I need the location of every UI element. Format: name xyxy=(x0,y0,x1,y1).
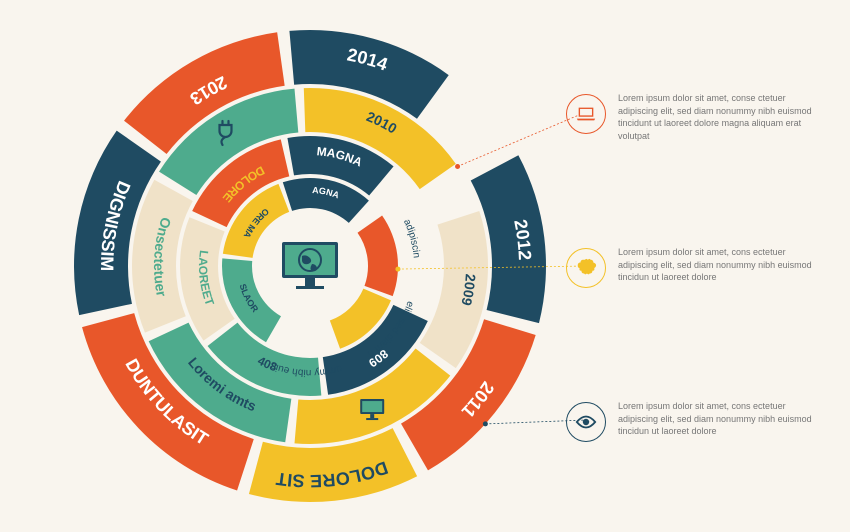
curved-text: adipiscin xyxy=(401,218,422,259)
brain-icon xyxy=(566,248,606,288)
legend-text: Lorem ipsum dolor sit amet, cons ectetue… xyxy=(618,246,818,284)
eye-icon xyxy=(566,402,606,442)
legend-item: Lorem ipsum dolor sit amet, cons ectetue… xyxy=(618,400,818,438)
legend-text: Lorem ipsum dolor sit amet, cons ectetue… xyxy=(618,400,818,438)
legend-item: Lorem ipsum dolor sit amet, cons ectetue… xyxy=(618,246,818,284)
segment xyxy=(358,216,398,297)
laptop-icon xyxy=(566,94,606,134)
legend-text: Lorem ipsum dolor sit amet, conse ctetue… xyxy=(618,92,818,142)
legend-item: Lorem ipsum dolor sit amet, conse ctetue… xyxy=(618,92,818,142)
hub-computer-icon xyxy=(282,242,338,289)
